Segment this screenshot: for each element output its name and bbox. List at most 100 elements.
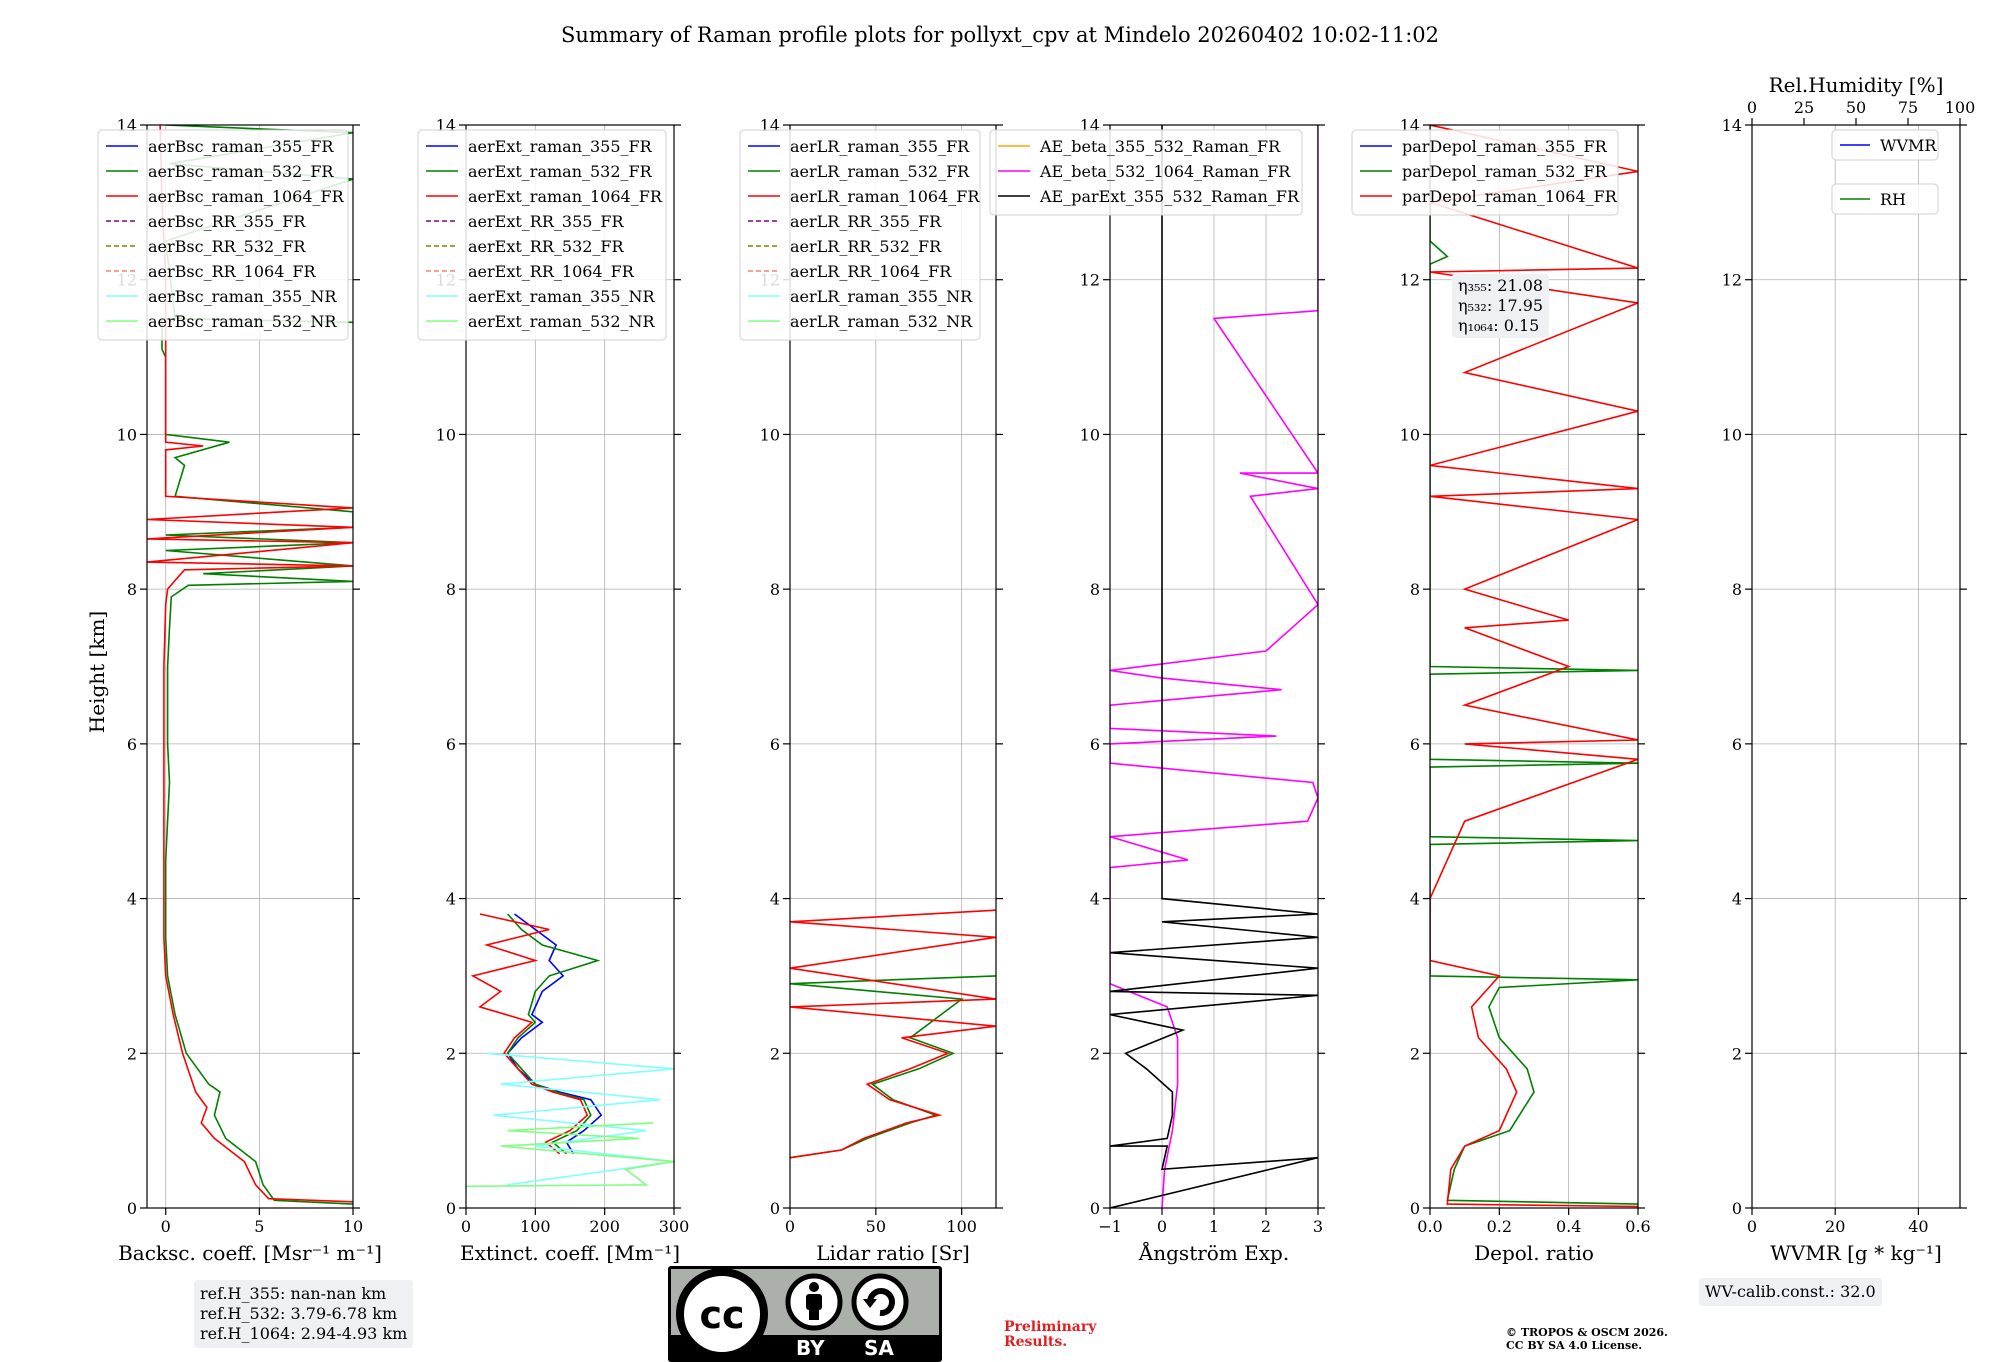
- panels: 024681012140510Backsc. coeff. [Msr⁻¹ m⁻¹…: [97, 73, 1975, 1265]
- copyright-note: © TROPOS & OSCM 2026. CC BY SA 4.0 Licen…: [1506, 1326, 1668, 1352]
- series-line-AE_beta_532_1064_Raman_FR: [1110, 125, 1318, 1208]
- x-tick-label: 100: [520, 1217, 551, 1236]
- series-line-aerLR_raman_532_FR: [790, 975, 996, 1159]
- y-tick-label: 0: [446, 1199, 456, 1218]
- x-tick-label: 100: [946, 1217, 977, 1236]
- legend-label-aerBsc_raman_355_FR: aerBsc_raman_355_FR: [148, 137, 334, 156]
- y-tick-label: 10: [1722, 425, 1742, 444]
- cc-sa-label: SA: [864, 1336, 894, 1360]
- x-tick-label: 0: [1747, 1217, 1757, 1236]
- legend-label-aerLR_raman_532_FR: aerLR_raman_532_FR: [790, 162, 970, 181]
- y-tick-label: 6: [127, 735, 137, 754]
- y-tick-label: 8: [770, 580, 780, 599]
- legend-label-aerLR_raman_532_NR: aerLR_raman_532_NR: [790, 312, 973, 331]
- y-tick-label: 14: [1722, 116, 1742, 135]
- series-line-aerExt_raman_355_FR: [506, 913, 603, 1155]
- legend-box: [989, 129, 1303, 216]
- axes-frame: [1751, 124, 1961, 1209]
- x-axis-label: WVMR [g * kg⁻¹]: [1770, 1241, 1942, 1265]
- x-tick-label: 10: [343, 1217, 363, 1236]
- legend-label-aerLR_raman_355_NR: aerLR_raman_355_NR: [790, 287, 973, 306]
- legend-wv: WVMR RH: [1831, 129, 1939, 215]
- share-alike-icon: [851, 1273, 909, 1331]
- y-tick-label: 8: [1410, 580, 1420, 599]
- legend-label-aerLR_RR_355_FR: aerLR_RR_355_FR: [790, 212, 942, 231]
- series-line-aerExt_raman_355_NR: [486, 1052, 674, 1186]
- y-tick-label: 6: [446, 735, 456, 754]
- legend-label-aerBsc_RR_532_FR: aerBsc_RR_532_FR: [148, 237, 306, 256]
- panel-bsc: 024681012140510Backsc. coeff. [Msr⁻¹ m⁻¹…: [97, 116, 382, 1265]
- axes-frame: [1429, 124, 1639, 1209]
- x-tick-label: 0: [461, 1217, 471, 1236]
- legend-label-aerBsc_raman_532_FR: aerBsc_raman_532_FR: [148, 162, 334, 181]
- eta-box: η₃₅₅: 21.08 η₅₃₂: 17.95 η₁₀₆₄: 0.15: [1452, 274, 1550, 338]
- legend-label-aerLR_raman_1064_FR: aerLR_raman_1064_FR: [790, 187, 980, 206]
- series-line-aerLR_raman_1064_FR: [790, 909, 996, 1159]
- y-tick-label: 6: [770, 735, 780, 754]
- legend-label-parDepol_raman_355_FR: parDepol_raman_355_FR: [1402, 137, 1608, 156]
- x-axis-label: Depol. ratio: [1474, 1241, 1594, 1265]
- legend-label-aerLR_raman_355_FR: aerLR_raman_355_FR: [790, 137, 970, 156]
- series-line-aerExt_raman_1064_FR: [470, 913, 589, 1155]
- y-tick-label: 0: [127, 1199, 137, 1218]
- top-x-tick-label: 75: [1898, 98, 1918, 117]
- y-tick-label: 8: [127, 580, 137, 599]
- series-line-parDepol_raman_1064_FR: [1430, 125, 1638, 1208]
- ref-h-532: ref.H_532: 3.79-6.78 km: [200, 1304, 398, 1323]
- x-axis-label: Ångström Exp.: [1138, 1240, 1289, 1265]
- series-line-aerExt_raman_532_NR: [466, 1122, 674, 1188]
- legend-box: [1831, 129, 1939, 161]
- wv-calib: WV-calib.const.: 32.0: [1705, 1282, 1876, 1301]
- legend-label-aerLR_RR_532_FR: aerLR_RR_532_FR: [790, 237, 942, 256]
- legend-label-aerLR_RR_1064_FR: aerLR_RR_1064_FR: [790, 262, 952, 281]
- y-tick-label: 4: [446, 890, 456, 909]
- ref-height-box: ref.H_355: nan-nan km ref.H_532: 3.79-6.…: [194, 1280, 414, 1348]
- legend-box: [1831, 183, 1939, 215]
- legend-label-aerExt_raman_1064_FR: aerExt_raman_1064_FR: [468, 187, 663, 206]
- y-tick-label: 2: [446, 1044, 456, 1063]
- x-tick-label: 0.0: [1417, 1217, 1442, 1236]
- cc-license-badge: cc BY SA: [668, 1266, 942, 1362]
- legend-box: [97, 129, 349, 341]
- figure-title: Summary of Raman profile plots for polly…: [561, 23, 1439, 47]
- x-tick-label: 3: [1313, 1217, 1323, 1236]
- legend-label-aerExt_RR_1064_FR: aerExt_RR_1064_FR: [468, 262, 635, 281]
- y-tick-label: 0: [770, 1199, 780, 1218]
- legend-box: [1351, 129, 1619, 216]
- preliminary-note: Preliminary Results.: [1004, 1320, 1096, 1350]
- y-tick-label: 2: [770, 1044, 780, 1063]
- axes-frame: [789, 124, 997, 1209]
- legend-label-parDepol_raman_1064_FR: parDepol_raman_1064_FR: [1402, 187, 1618, 206]
- legend-ae: AE_beta_355_532_Raman_FR AE_beta_532_1064…: [989, 129, 1303, 216]
- y-tick-label: 4: [127, 890, 137, 909]
- y-tick-label: 10: [1400, 425, 1420, 444]
- x-axis-label: Extinct. coeff. [Mm⁻¹]: [460, 1241, 680, 1265]
- legend-label-aerExt_raman_532_NR: aerExt_raman_532_NR: [468, 312, 656, 331]
- series-line-aerExt_raman_532_FR: [506, 913, 601, 1155]
- eta-355: η₃₅₅: 21.08: [1458, 276, 1544, 295]
- series-line-AE_parExt_355_532_Raman_FR: [1110, 125, 1318, 1208]
- series-line-aerBsc_raman_1064_FR: [147, 125, 353, 1203]
- y-tick-label: 8: [1732, 580, 1742, 599]
- preliminary-line1: Preliminary: [1004, 1319, 1097, 1335]
- x-tick-label: 300: [659, 1217, 690, 1236]
- y-tick-label: 0: [1410, 1199, 1420, 1218]
- y-tick-label: 6: [1410, 735, 1420, 754]
- legend-label-parDepol_raman_532_FR: parDepol_raman_532_FR: [1402, 162, 1608, 181]
- axes-frame: [146, 124, 354, 1209]
- x-tick-label: 200: [589, 1217, 620, 1236]
- top-axis-label: Rel.Humidity [%]: [1769, 73, 1944, 97]
- y-tick-label: 4: [1732, 890, 1742, 909]
- ref-h-1064: ref.H_1064: 2.94-4.93 km: [200, 1324, 408, 1343]
- preliminary-line2: Results.: [1004, 1334, 1068, 1350]
- x-tick-label: 5: [254, 1217, 264, 1236]
- legend-label-aerExt_raman_355_FR: aerExt_raman_355_FR: [468, 137, 653, 156]
- legend-label-RH: RH: [1880, 190, 1906, 209]
- legend-bsc: aerBsc_raman_355_FR aerBsc_raman_532_FRae…: [97, 129, 349, 341]
- legend-label-aerBsc_raman_1064_FR: aerBsc_raman_1064_FR: [148, 187, 345, 206]
- y-tick-label: 10: [117, 425, 137, 444]
- x-tick-label: 0.4: [1556, 1217, 1581, 1236]
- y-tick-label: 10: [760, 425, 780, 444]
